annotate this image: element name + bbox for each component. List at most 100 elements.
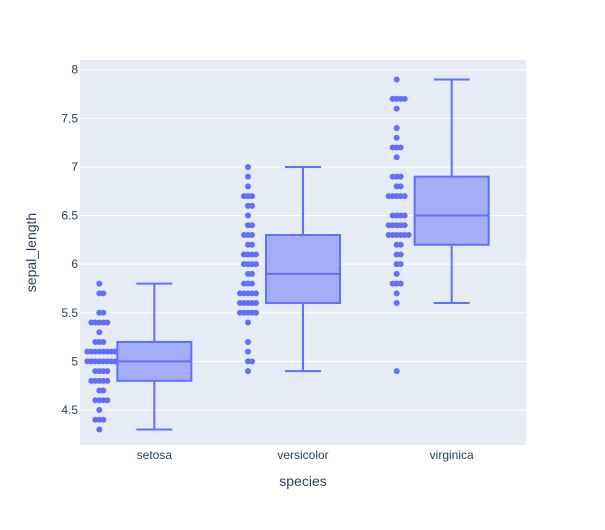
data-point bbox=[245, 183, 251, 190]
data-point bbox=[104, 377, 111, 384]
data-point bbox=[237, 290, 243, 297]
y-tick-label: 5 bbox=[71, 354, 78, 368]
data-point bbox=[393, 125, 400, 132]
data-point bbox=[241, 193, 247, 200]
data-point bbox=[397, 280, 404, 287]
data-point bbox=[249, 232, 255, 238]
data-point bbox=[249, 358, 255, 365]
data-point bbox=[397, 261, 404, 268]
data-point bbox=[397, 173, 404, 180]
iqr-box bbox=[413, 175, 490, 246]
y-tick-label: 7.5 bbox=[61, 111, 78, 125]
data-point bbox=[245, 338, 251, 345]
data-point bbox=[253, 251, 259, 258]
x-tick-label: virginica bbox=[430, 448, 474, 462]
data-point bbox=[88, 377, 95, 384]
data-point bbox=[405, 232, 412, 238]
data-point bbox=[393, 105, 400, 112]
iqr-box bbox=[265, 234, 341, 305]
data-point bbox=[389, 173, 396, 180]
data-point bbox=[92, 416, 99, 423]
data-point bbox=[96, 329, 103, 336]
data-point bbox=[393, 270, 400, 277]
data-point bbox=[92, 397, 99, 404]
data-point bbox=[249, 270, 255, 277]
x-tick-label: versicolor bbox=[277, 448, 328, 462]
data-point bbox=[389, 280, 396, 287]
data-point bbox=[237, 300, 243, 307]
data-point bbox=[397, 183, 404, 190]
data-point bbox=[401, 212, 408, 219]
data-point bbox=[249, 280, 255, 287]
data-point bbox=[100, 387, 107, 394]
data-point bbox=[245, 163, 251, 170]
data-point bbox=[104, 319, 111, 326]
data-point bbox=[100, 309, 107, 316]
data-point bbox=[253, 309, 259, 316]
data-point bbox=[401, 193, 408, 200]
y-tick-labels: 4.5 5 5.5 6 6.5 7 7.5 8 bbox=[61, 63, 78, 417]
data-point bbox=[92, 338, 99, 345]
data-point bbox=[253, 290, 259, 297]
data-point bbox=[389, 95, 396, 102]
data-point bbox=[241, 232, 247, 238]
data-point bbox=[245, 319, 251, 326]
data-point bbox=[88, 319, 95, 326]
data-point bbox=[385, 193, 392, 200]
data-point bbox=[241, 280, 247, 287]
data-point bbox=[249, 222, 255, 229]
data-point bbox=[385, 222, 392, 229]
data-point bbox=[84, 358, 91, 365]
data-point bbox=[84, 348, 91, 355]
data-point bbox=[253, 300, 259, 307]
box-trace-virginica bbox=[385, 76, 490, 375]
data-point bbox=[245, 368, 251, 375]
data-point bbox=[100, 416, 107, 423]
data-point bbox=[249, 193, 255, 200]
y-tick-label: 5.5 bbox=[61, 306, 78, 320]
data-point bbox=[104, 368, 111, 375]
data-point bbox=[397, 144, 404, 151]
data-point bbox=[249, 202, 255, 209]
data-point bbox=[389, 144, 396, 151]
data-point bbox=[245, 348, 251, 355]
x-tick-labels: setosa versicolor virginica bbox=[137, 448, 474, 462]
data-point bbox=[393, 300, 400, 307]
y-axis-title: sepal_length bbox=[23, 213, 39, 292]
data-point bbox=[401, 95, 408, 102]
data-point bbox=[245, 212, 251, 219]
data-point bbox=[385, 232, 392, 238]
data-point bbox=[393, 134, 400, 141]
data-point bbox=[241, 261, 247, 268]
data-point bbox=[397, 241, 404, 248]
y-tick-label: 7 bbox=[71, 160, 78, 174]
data-point bbox=[393, 154, 400, 161]
data-point bbox=[241, 251, 247, 258]
data-point bbox=[104, 397, 111, 404]
data-point bbox=[237, 309, 243, 316]
data-point bbox=[393, 76, 400, 83]
data-layer bbox=[84, 76, 490, 433]
data-point bbox=[389, 212, 396, 219]
data-point bbox=[397, 251, 404, 258]
y-tick-label: 4.5 bbox=[61, 403, 78, 417]
y-tick-label: 8 bbox=[71, 63, 78, 77]
box-trace-versicolor bbox=[237, 163, 341, 375]
data-point bbox=[100, 290, 107, 297]
y-tick-label: 6 bbox=[71, 257, 78, 271]
data-point bbox=[393, 368, 400, 375]
y-tick-label: 6.5 bbox=[61, 209, 78, 223]
data-point bbox=[249, 241, 255, 248]
data-point bbox=[96, 280, 103, 287]
data-point bbox=[245, 173, 251, 180]
data-point bbox=[401, 222, 408, 229]
data-point bbox=[96, 426, 103, 433]
x-axis-title: species bbox=[279, 473, 326, 489]
box-trace-setosa bbox=[84, 280, 193, 433]
data-point bbox=[100, 338, 107, 345]
data-point bbox=[253, 261, 259, 268]
data-point bbox=[96, 407, 103, 413]
x-tick-label: setosa bbox=[137, 448, 173, 462]
